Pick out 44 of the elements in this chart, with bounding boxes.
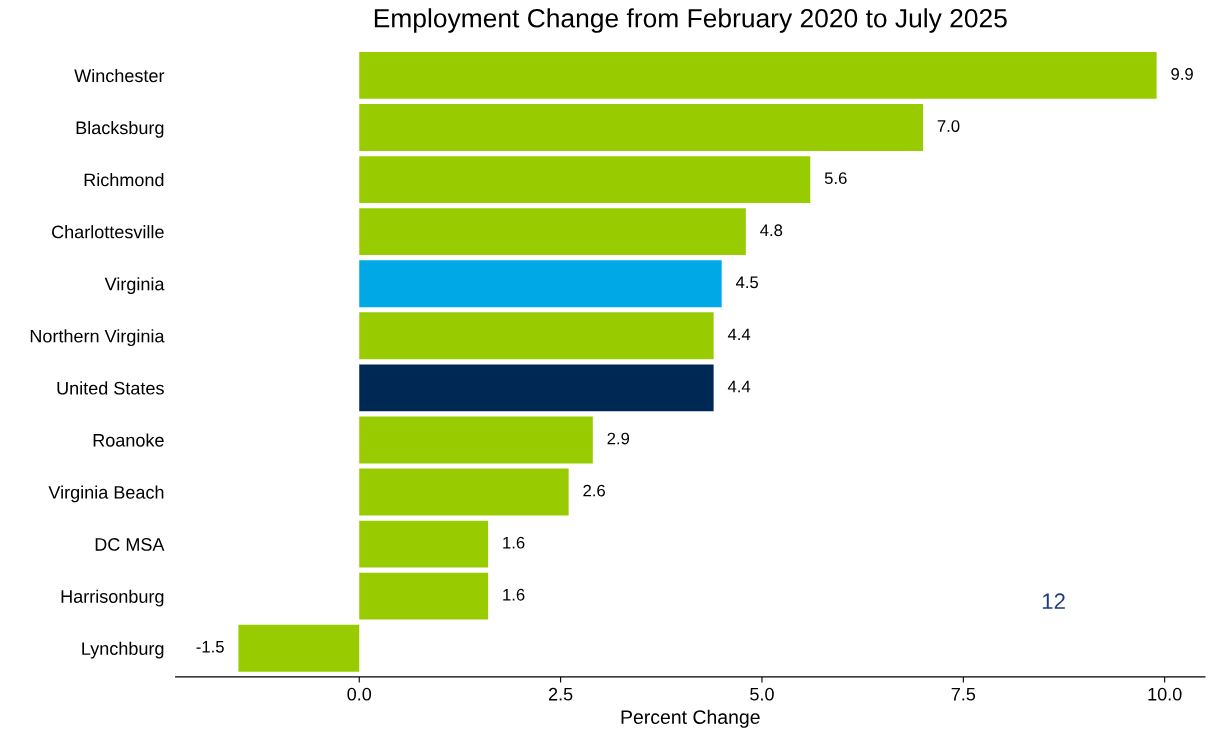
- y-tick-label: Lynchburg: [82, 641, 164, 659]
- bar: [359, 572, 489, 620]
- y-tick-label: United States: [57, 381, 164, 395]
- data-label: 2.6: [583, 484, 605, 497]
- data-label: -1.5: [196, 641, 224, 653]
- x-axis-title: Percent Change: [621, 709, 760, 728]
- x-tick-label: 0.0: [347, 687, 372, 701]
- bar: [359, 312, 714, 360]
- y-tick-label: Northern Virginia: [30, 329, 165, 347]
- data-label: 4.4: [727, 328, 751, 341]
- bar: [359, 208, 746, 256]
- y-tick-label: Richmond: [84, 173, 164, 187]
- bar: [359, 260, 722, 308]
- x-tick-label: 10.0: [1148, 687, 1182, 701]
- data-label: 4.5: [735, 276, 759, 289]
- bar: [359, 468, 569, 516]
- y-tick-label: Winchester: [74, 68, 165, 83]
- bar: [359, 51, 1157, 99]
- y-tick-label: Blacksburg: [76, 120, 164, 138]
- bar: [359, 520, 489, 568]
- data-label: 4.4: [727, 380, 751, 393]
- y-tick-label: DC MSA: [95, 538, 165, 551]
- data-label: 4.8: [760, 224, 783, 237]
- y-tick-label: Virginia: [104, 277, 165, 295]
- data-label: 1.6: [503, 536, 525, 549]
- bar: [359, 156, 811, 204]
- data-label: 7.0: [937, 120, 960, 132]
- data-label: 2.9: [607, 432, 630, 445]
- data-label: 5.6: [824, 172, 847, 185]
- x-tick-label: 5.0: [750, 687, 774, 701]
- x-tick-label: 7.5: [951, 687, 976, 701]
- bar: [238, 624, 360, 672]
- chart-title: Employment Change from February 2020 to July 2025: [374, 8, 1007, 33]
- bar: [359, 364, 714, 412]
- data-label: 9.9: [1171, 68, 1193, 80]
- annotation: 12: [1042, 593, 1065, 609]
- bar: [359, 104, 924, 151]
- x-tick-label: 2.5: [548, 687, 573, 701]
- y-tick-label: Roanoke: [93, 433, 164, 447]
- y-tick-label: Harrisonburg: [61, 589, 164, 607]
- y-tick-label: Charlottesville: [52, 225, 164, 239]
- y-tick-label: Virginia Beach: [48, 485, 164, 503]
- bar: [359, 416, 593, 464]
- data-label: 1.6: [503, 588, 525, 601]
